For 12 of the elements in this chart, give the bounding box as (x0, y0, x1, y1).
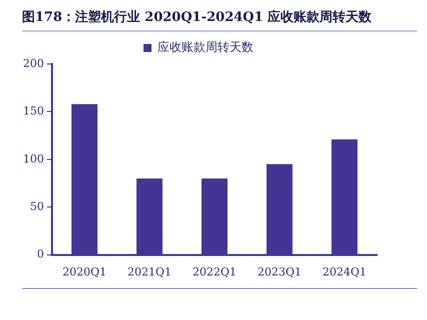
legend-label: 应收账款周转天数 (158, 40, 254, 54)
x-tick-label: 2022Q1 (192, 265, 237, 278)
x-tick-label: 2021Q1 (127, 265, 172, 278)
chart-title: 图178：注塑机行业 2020Q1-2024Q1 应收账款周转天数 (22, 8, 417, 32)
y-tick-label: 100 (22, 152, 44, 166)
x-tick-label: 2024Q1 (322, 265, 367, 278)
x-tick-label: 2023Q1 (257, 265, 302, 278)
y-tick-label: 50 (30, 200, 44, 213)
y-tick-label: 200 (22, 56, 44, 70)
y-tick-label: 0 (36, 248, 44, 261)
y-tick-label: 150 (22, 104, 44, 118)
x-tick-label: 2020Q1 (62, 265, 107, 278)
